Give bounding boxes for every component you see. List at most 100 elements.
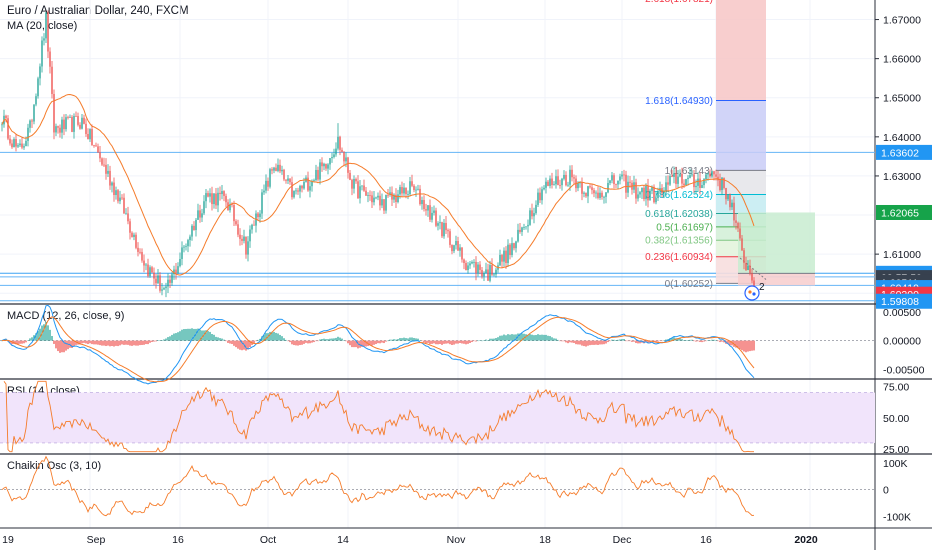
candle-body[interactable] [291, 182, 293, 198]
candle-body[interactable] [375, 197, 377, 199]
candle-body[interactable] [743, 250, 745, 264]
candle-body[interactable] [637, 194, 639, 199]
candle-body[interactable] [675, 173, 677, 184]
candle-body[interactable] [205, 193, 207, 202]
candle-body[interactable] [719, 180, 721, 191]
candle-body[interactable] [705, 174, 707, 180]
candle-body[interactable] [167, 279, 169, 287]
candle-body[interactable] [177, 266, 179, 273]
candle-body[interactable] [697, 178, 699, 186]
candle-body[interactable] [465, 263, 467, 271]
candle-body[interactable] [401, 187, 403, 194]
candle-body[interactable] [513, 243, 515, 249]
candle-body[interactable] [681, 173, 683, 184]
candle-body[interactable] [41, 40, 43, 67]
candle-body[interactable] [601, 192, 603, 198]
candle-body[interactable] [201, 213, 203, 218]
candle-body[interactable] [605, 192, 607, 197]
price-axis[interactable]: 1.67000 1.66000 1.65000 1.64000 1.63000 1.610… [875, 15, 932, 524]
candle-body[interactable] [407, 194, 409, 195]
candle-body[interactable] [635, 182, 637, 199]
candle-body[interactable] [479, 264, 481, 270]
candle-body[interactable] [33, 104, 35, 122]
candle-body[interactable] [595, 192, 597, 194]
candle-body[interactable] [367, 195, 369, 196]
candle-body[interactable] [649, 190, 651, 201]
candle-body[interactable] [91, 128, 93, 146]
candle-body[interactable] [69, 116, 71, 118]
candle-body[interactable] [469, 263, 471, 266]
candle-body[interactable] [39, 66, 41, 79]
candle-body[interactable] [405, 187, 407, 195]
candle-body[interactable] [581, 182, 583, 194]
candle-body[interactable] [57, 126, 59, 128]
candle-body[interactable] [371, 195, 373, 203]
candle-body[interactable] [449, 231, 451, 245]
candle-body[interactable] [699, 178, 701, 188]
candle-body[interactable] [617, 180, 619, 185]
candle-body[interactable] [303, 181, 305, 189]
candle-body[interactable] [85, 123, 87, 134]
candle-body[interactable] [247, 241, 249, 255]
candle-body[interactable] [485, 269, 487, 274]
chaikin-pane[interactable] [0, 455, 875, 517]
candle-body[interactable] [531, 210, 533, 217]
candle-body[interactable] [381, 199, 383, 206]
candle-body[interactable] [651, 186, 653, 191]
candle-body[interactable] [455, 241, 457, 246]
candle-body[interactable] [731, 202, 733, 208]
candle-body[interactable] [249, 229, 251, 242]
candle-body[interactable] [571, 169, 573, 178]
candle-body[interactable] [17, 145, 19, 147]
candle-body[interactable] [383, 199, 385, 211]
candle-body[interactable] [7, 118, 9, 139]
candle-body[interactable] [679, 173, 681, 177]
candle-body[interactable] [715, 174, 717, 177]
macd-signal-line[interactable] [1, 316, 755, 383]
candle-body[interactable] [741, 238, 743, 251]
candle-body[interactable] [29, 120, 31, 128]
candle-body[interactable] [217, 192, 219, 206]
candle-body[interactable] [245, 236, 247, 255]
candle-body[interactable] [257, 213, 259, 218]
candle-body[interactable] [461, 247, 463, 260]
candle-body[interactable] [269, 169, 271, 187]
candle-body[interactable] [685, 179, 687, 186]
candle-body[interactable] [585, 192, 587, 197]
time-axis[interactable]: 19 Sep 16 Oct 14 Nov 18 Dec 16 2020 [2, 534, 818, 546]
candle-body[interactable] [121, 197, 123, 199]
candle-body[interactable] [243, 236, 245, 241]
candle-body[interactable] [557, 176, 559, 186]
candle-body[interactable] [223, 191, 225, 196]
candle-body[interactable] [385, 194, 387, 211]
candle-body[interactable] [739, 228, 741, 239]
drawing-tools[interactable]: 1(1.63143) 0.786(1.62524) 0.618(1.62038) 0.… [0, 0, 875, 302]
candle-body[interactable] [749, 265, 751, 274]
candle-body[interactable] [123, 197, 125, 214]
candle-body[interactable] [673, 173, 675, 177]
candle-body[interactable] [137, 247, 139, 252]
candle-body[interactable] [231, 204, 233, 206]
candle-body[interactable] [515, 241, 517, 249]
candle-body[interactable] [541, 189, 543, 201]
candle-body[interactable] [203, 201, 205, 214]
candle-body[interactable] [433, 210, 435, 213]
candle-body[interactable] [179, 258, 181, 267]
candle-body[interactable] [149, 267, 151, 277]
candle-body[interactable] [467, 265, 469, 271]
candle-body[interactable] [747, 265, 749, 271]
candle-body[interactable] [143, 260, 145, 266]
candle-body[interactable] [145, 264, 147, 266]
candle-body[interactable] [577, 182, 579, 189]
candle-body[interactable] [373, 197, 375, 203]
candle-body[interactable] [369, 195, 371, 196]
candle-body[interactable] [325, 163, 327, 169]
candle-body[interactable] [133, 234, 135, 237]
candle-body[interactable] [441, 222, 443, 237]
candle-body[interactable] [597, 192, 599, 198]
macd-pane[interactable] [0, 304, 875, 385]
candle-body[interactable] [523, 227, 525, 228]
candle-body[interactable] [265, 180, 267, 191]
candle-body[interactable] [397, 194, 399, 203]
